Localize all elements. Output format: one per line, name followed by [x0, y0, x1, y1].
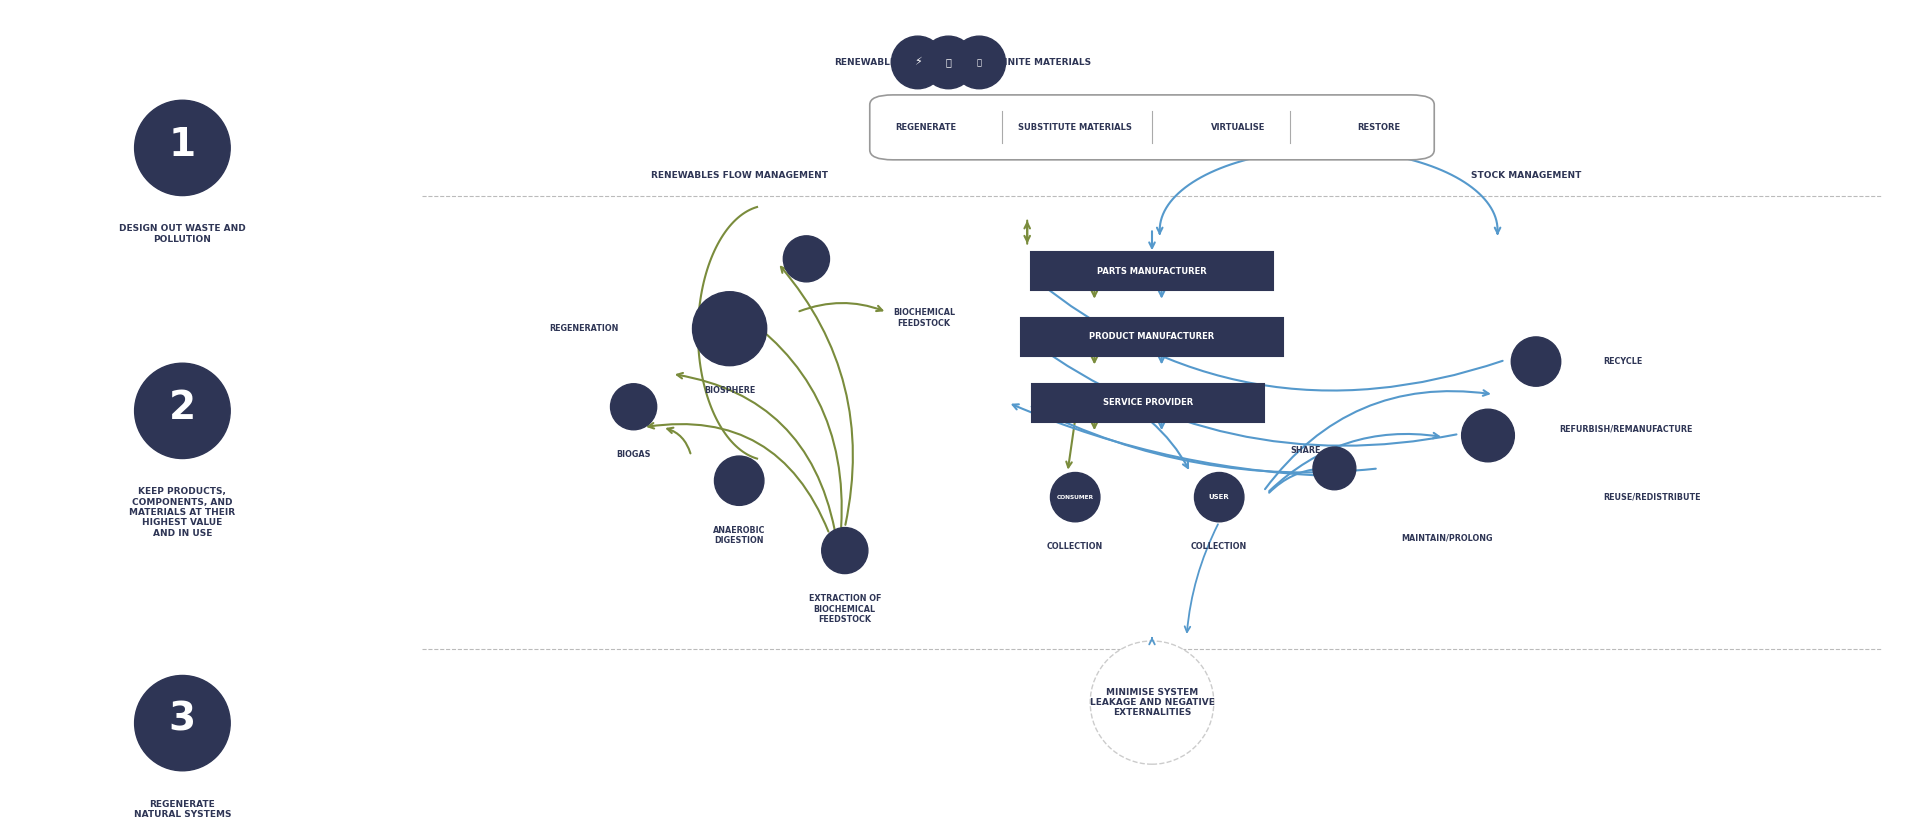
Text: SHARE: SHARE — [1290, 446, 1321, 455]
Text: COLLECTION: COLLECTION — [1190, 542, 1248, 551]
Text: RESTORE: RESTORE — [1357, 123, 1400, 132]
Ellipse shape — [134, 101, 230, 195]
Ellipse shape — [134, 363, 230, 458]
Ellipse shape — [783, 236, 829, 282]
Ellipse shape — [1313, 447, 1356, 489]
Ellipse shape — [1050, 472, 1100, 522]
Ellipse shape — [891, 36, 945, 89]
Text: FINITE MATERIALS: FINITE MATERIALS — [998, 58, 1092, 67]
Text: REGENERATE
NATURAL SYSTEMS: REGENERATE NATURAL SYSTEMS — [134, 799, 230, 819]
Text: KEEP PRODUCTS,
COMPONENTS, AND
MATERIALS AT THEIR
HIGHEST VALUE
AND IN USE: KEEP PRODUCTS, COMPONENTS, AND MATERIALS… — [129, 487, 236, 538]
Text: PRODUCT MANUFACTURER: PRODUCT MANUFACTURER — [1089, 332, 1215, 341]
Ellipse shape — [822, 527, 868, 574]
Text: REUSE/REDISTRIBUTE: REUSE/REDISTRIBUTE — [1603, 493, 1701, 502]
Text: REGENERATE: REGENERATE — [895, 123, 956, 132]
Text: 1: 1 — [169, 125, 196, 164]
Text: REFURBISH/REMANUFACTURE: REFURBISH/REMANUFACTURE — [1559, 424, 1692, 433]
Text: USER: USER — [1210, 494, 1229, 500]
Ellipse shape — [952, 36, 1006, 89]
Text: PARTS MANUFACTURER: PARTS MANUFACTURER — [1096, 267, 1208, 276]
Text: BIOCHEMICAL
FEEDSTOCK: BIOCHEMICAL FEEDSTOCK — [893, 308, 954, 328]
Text: BIOGAS: BIOGAS — [616, 450, 651, 459]
Ellipse shape — [134, 676, 230, 770]
Ellipse shape — [714, 456, 764, 505]
Ellipse shape — [1461, 410, 1515, 461]
Text: ⚡: ⚡ — [914, 58, 922, 68]
Text: DESIGN OUT WASTE AND
POLLUTION: DESIGN OUT WASTE AND POLLUTION — [119, 224, 246, 244]
FancyBboxPatch shape — [1031, 252, 1273, 290]
Ellipse shape — [611, 384, 657, 430]
Ellipse shape — [1194, 472, 1244, 522]
Text: MAINTAIN/PROLONG: MAINTAIN/PROLONG — [1402, 534, 1494, 543]
Ellipse shape — [1091, 641, 1213, 764]
Ellipse shape — [693, 292, 766, 366]
Text: 3: 3 — [169, 701, 196, 739]
Text: RENEWABLES: RENEWABLES — [833, 58, 902, 67]
FancyBboxPatch shape — [1021, 318, 1283, 356]
Text: STOCK MANAGEMENT: STOCK MANAGEMENT — [1471, 171, 1582, 180]
Text: SERVICE PROVIDER: SERVICE PROVIDER — [1102, 398, 1194, 407]
Text: RENEWABLES FLOW MANAGEMENT: RENEWABLES FLOW MANAGEMENT — [651, 171, 828, 180]
Text: 🏗: 🏗 — [945, 58, 952, 68]
FancyBboxPatch shape — [1033, 384, 1263, 422]
Text: MINIMISE SYSTEM
LEAKAGE AND NEGATIVE
EXTERNALITIES: MINIMISE SYSTEM LEAKAGE AND NEGATIVE EXT… — [1089, 688, 1215, 718]
Text: EXTRACTION OF
BIOCHEMICAL
FEEDSTOCK: EXTRACTION OF BIOCHEMICAL FEEDSTOCK — [808, 594, 881, 624]
Text: CONSUMER: CONSUMER — [1056, 494, 1094, 499]
Text: ANAEROBIC
DIGESTION: ANAEROBIC DIGESTION — [712, 526, 766, 545]
Text: COLLECTION: COLLECTION — [1046, 542, 1104, 551]
Text: BIOSPHERE: BIOSPHERE — [705, 386, 755, 396]
Text: VIRTUALISE: VIRTUALISE — [1212, 123, 1265, 132]
Text: 2: 2 — [169, 389, 196, 427]
Text: REGENERATION: REGENERATION — [549, 324, 618, 333]
Ellipse shape — [1511, 337, 1561, 386]
Text: SUBSTITUTE MATERIALS: SUBSTITUTE MATERIALS — [1018, 123, 1133, 132]
Ellipse shape — [922, 36, 975, 89]
Text: RECYCLE: RECYCLE — [1603, 357, 1642, 366]
Text: 🚜: 🚜 — [977, 58, 981, 67]
FancyBboxPatch shape — [870, 95, 1434, 160]
